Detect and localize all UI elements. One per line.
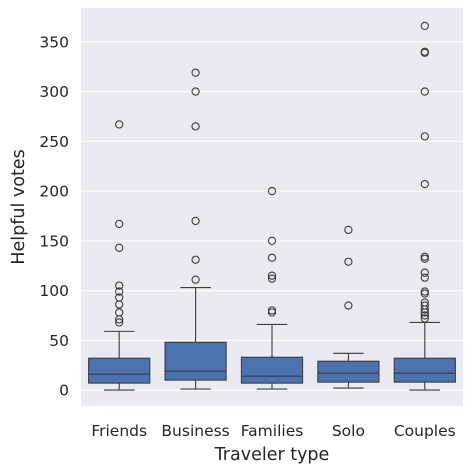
iqr-box bbox=[393, 357, 456, 383]
x-tick-label: Couples bbox=[394, 422, 456, 440]
y-tick-label: 50 bbox=[49, 332, 69, 350]
outlier-point bbox=[191, 122, 200, 131]
box-families bbox=[240, 186, 304, 390]
y-tick-label: 0 bbox=[59, 382, 69, 400]
x-tick-label: Friends bbox=[91, 422, 147, 440]
outlier-point bbox=[267, 306, 277, 315]
outlier-point bbox=[115, 293, 124, 302]
y-tick-label: 250 bbox=[39, 133, 69, 151]
x-tick-label: Solo bbox=[332, 422, 365, 440]
iqr-box bbox=[88, 357, 151, 384]
y-tick-label: 100 bbox=[39, 282, 69, 300]
outlier-point bbox=[115, 281, 124, 290]
outlier-point bbox=[191, 216, 200, 226]
box-couples bbox=[393, 21, 456, 391]
outlier-point bbox=[267, 271, 277, 280]
y-tick-label: 150 bbox=[39, 232, 69, 250]
outlier-point bbox=[420, 268, 429, 277]
outlier-point bbox=[267, 186, 277, 196]
outlier-point bbox=[115, 308, 124, 317]
outlier-point bbox=[267, 274, 277, 283]
outlier-point bbox=[115, 318, 124, 327]
box-groups bbox=[88, 21, 456, 391]
x-tick-label: Business bbox=[161, 422, 229, 440]
y-axis-label: Helpful votes bbox=[9, 149, 29, 264]
box-friends bbox=[88, 120, 151, 391]
iqr-box bbox=[164, 341, 227, 381]
outlier-point bbox=[191, 87, 200, 96]
outlier-point bbox=[115, 243, 124, 252]
outlier-point bbox=[191, 68, 200, 77]
outlier-point bbox=[420, 301, 429, 310]
outlier-point bbox=[267, 253, 277, 262]
outlier-point bbox=[420, 311, 429, 320]
iqr-box bbox=[317, 360, 380, 383]
outlier-point bbox=[420, 287, 429, 296]
y-tick-label: 300 bbox=[39, 83, 69, 101]
outlier-point bbox=[267, 236, 277, 245]
outlier-point bbox=[115, 120, 124, 129]
outlier-point bbox=[420, 273, 429, 282]
outlier-point bbox=[420, 298, 429, 307]
outlier-point bbox=[344, 225, 353, 235]
outlier-point bbox=[420, 132, 429, 141]
outlier-point bbox=[344, 301, 353, 310]
y-tick-label: 200 bbox=[39, 183, 69, 201]
box-business bbox=[164, 68, 227, 390]
outlier-point bbox=[115, 287, 124, 296]
x-axis-label: Traveler type bbox=[214, 445, 330, 465]
outlier-point bbox=[420, 314, 429, 323]
iqr-box bbox=[240, 356, 304, 384]
outlier-point bbox=[420, 179, 429, 189]
outlier-point bbox=[115, 219, 124, 229]
outlier-point bbox=[420, 47, 429, 56]
outlier-point bbox=[191, 255, 200, 264]
outlier-point bbox=[420, 21, 429, 31]
outlier-point bbox=[191, 275, 200, 284]
outlier-point bbox=[420, 252, 429, 261]
outlier-point bbox=[420, 87, 429, 96]
outlier-point bbox=[344, 257, 353, 266]
box-solo bbox=[317, 225, 380, 389]
y-axis-ticks: 0 50 100 150 200 250 300 350 bbox=[39, 33, 69, 399]
x-tick-label: Families bbox=[241, 422, 304, 440]
y-tick-label: 350 bbox=[39, 33, 69, 51]
x-axis-ticks: Friends Business Families Solo Couples bbox=[91, 422, 455, 440]
